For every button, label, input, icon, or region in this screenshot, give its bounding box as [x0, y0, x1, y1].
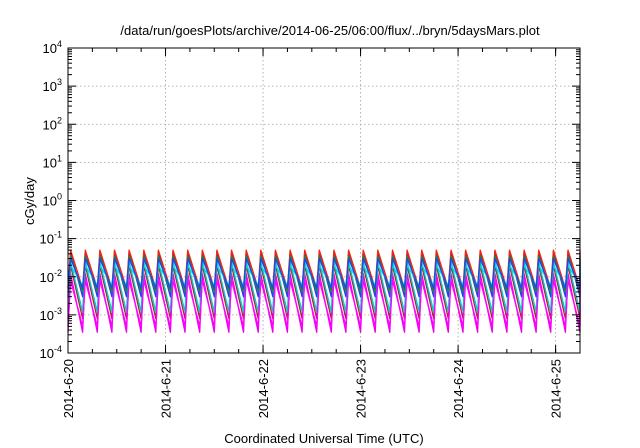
x-tick-label: 2014-6-22	[256, 359, 271, 418]
series-line	[67, 260, 581, 313]
y-tick-label: 10-4	[40, 344, 62, 361]
x-tick-labels: 2014-6-20 2014-6-21 2014-6-22 2014-6-23 2014…	[61, 359, 564, 418]
x-tick-label: 2014-6-24	[451, 359, 466, 418]
x-tick-label: 2014-6-20	[61, 359, 76, 418]
chart-title: /data/run/goesPlots/archive/2014-06-25/0…	[120, 23, 540, 38]
series-line	[67, 279, 581, 328]
y-tick-labels: 10-4 10-3 10-2 10-1 100 101 102 103 104	[40, 39, 62, 361]
y-tick-label: 102	[43, 115, 62, 132]
series-line	[67, 257, 581, 289]
y-tick-label: 10-3	[40, 306, 62, 323]
grid-lines	[68, 48, 580, 353]
y-tick-label: 10-1	[40, 230, 62, 247]
series-line	[67, 273, 581, 333]
y-tick-label: 10-2	[40, 268, 62, 285]
x-tick-label: 2014-6-21	[159, 359, 174, 418]
series-layer	[67, 249, 581, 333]
y-tick-label: 104	[43, 39, 62, 56]
x-axis-label: Coordinated Universal Time (UTC)	[224, 431, 423, 446]
x-tick-label: 2014-6-25	[549, 359, 564, 418]
y-tick-label: 101	[43, 153, 62, 170]
x-tick-label: 2014-6-23	[354, 359, 369, 418]
axis-ticks	[67, 47, 581, 354]
series-line	[67, 251, 581, 298]
y-tick-label: 103	[43, 77, 62, 94]
y-tick-label: 100	[43, 192, 62, 209]
y-axis-label: cGy/day	[22, 177, 37, 225]
series-line	[67, 255, 581, 293]
